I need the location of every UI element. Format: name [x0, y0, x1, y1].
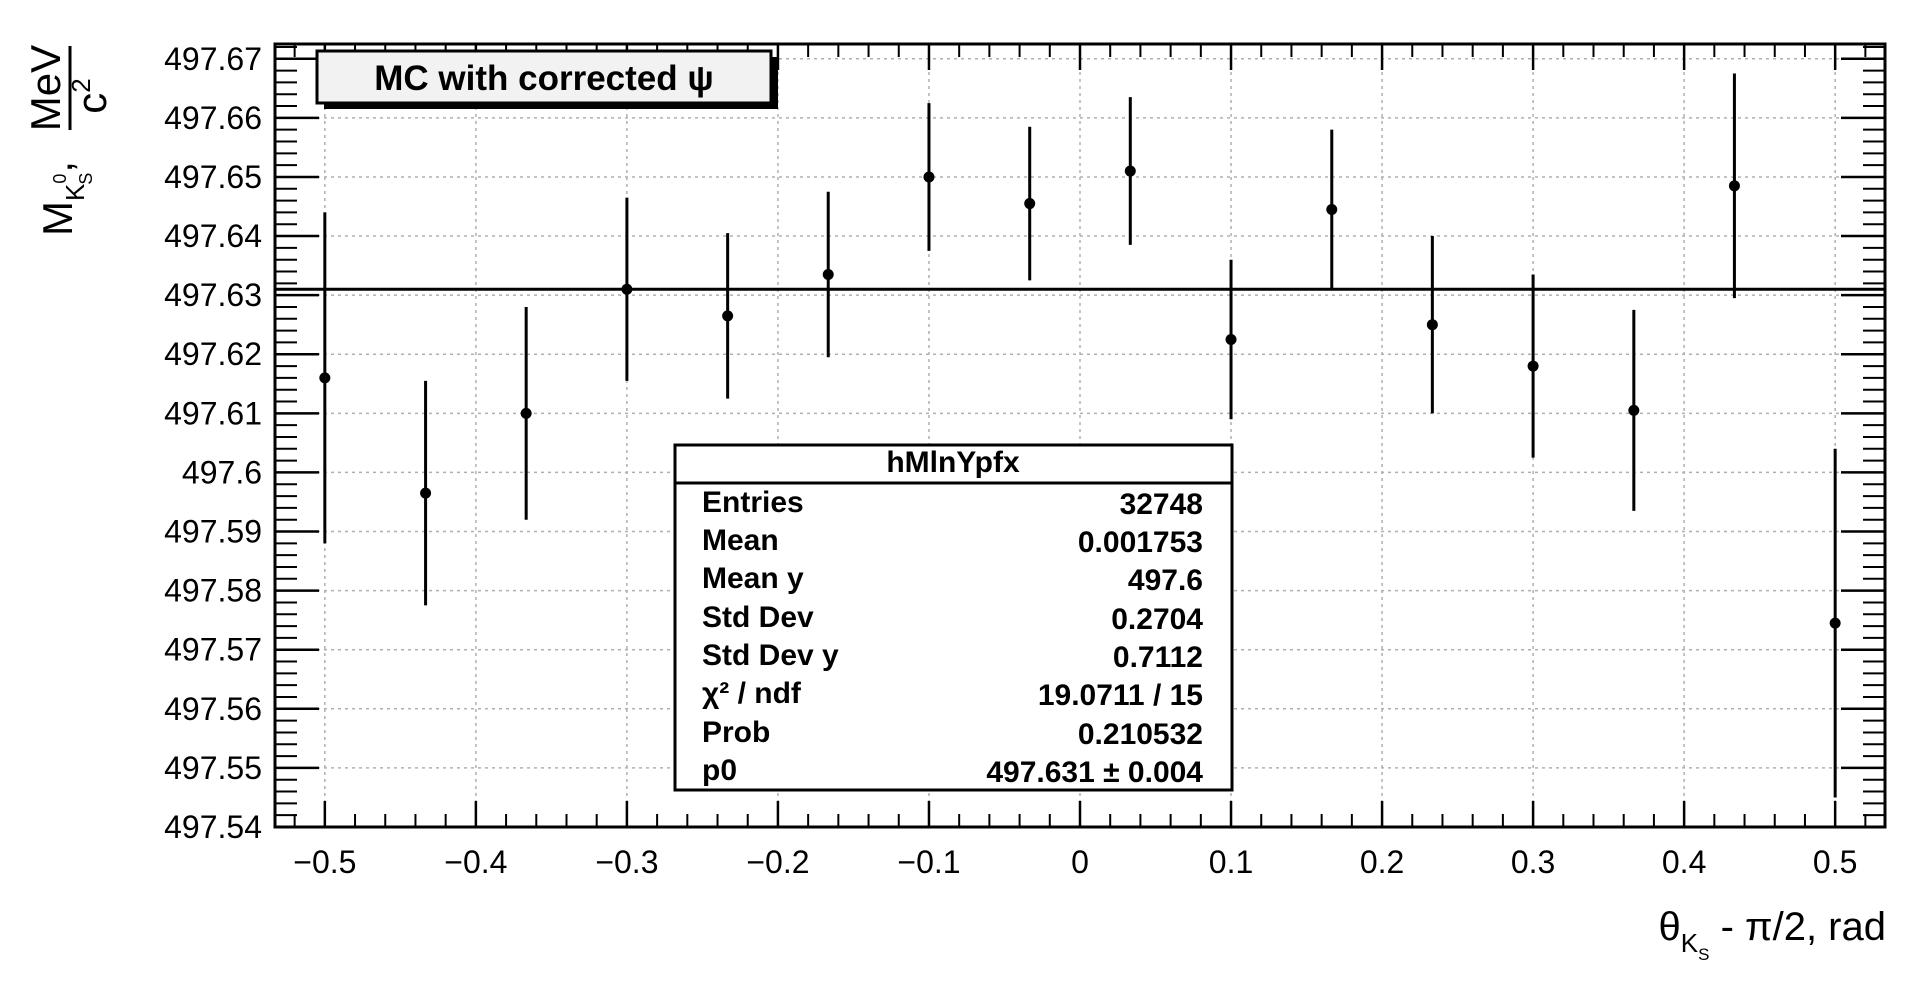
- data-point: [520, 306, 532, 520]
- stats-row-label: Prob: [702, 716, 770, 749]
- y-tick-label: 497.61: [164, 395, 262, 431]
- stats-row-value: 0.7112: [1113, 641, 1203, 674]
- point-marker: [1426, 319, 1438, 331]
- y-tick-labels: 497.54 497.55 497.56 497.57 497.58 497.59 497.…: [164, 41, 262, 845]
- title-box: MC with corrected ψ: [315, 49, 778, 109]
- x-axis-rest: - π/2, rad: [1709, 905, 1886, 949]
- y-tick-label: 497.65: [164, 159, 262, 195]
- x-tick-label: −0.4: [444, 844, 507, 880]
- y-tick-label: 497.56: [164, 691, 262, 727]
- y-tick-label: 497.54: [164, 809, 262, 845]
- x-axis-sub-s: S: [1698, 945, 1709, 964]
- data-point: [722, 233, 734, 399]
- x-tick-label: −0.5: [293, 844, 356, 880]
- y-axis-unit-den-sup: 2: [66, 78, 96, 92]
- y-axis-sub-sub: S: [76, 173, 96, 185]
- x-tick-label: −0.1: [897, 844, 960, 880]
- y-axis-unit-den: c: [68, 93, 115, 114]
- data-point: [1829, 448, 1841, 798]
- y-tick-label: 497.62: [164, 336, 262, 372]
- x-tick-label: 0.5: [1813, 844, 1857, 880]
- x-axis-sub-k: K: [1681, 928, 1699, 958]
- point-marker: [1728, 180, 1740, 192]
- stats-row-value: 32748: [1120, 488, 1203, 521]
- data-point: [923, 103, 935, 251]
- x-tick-label: −0.3: [595, 844, 658, 880]
- y-tick-label: 497.67: [164, 41, 262, 77]
- data-point: [1124, 97, 1136, 245]
- y-tick-label: 497.58: [164, 573, 262, 609]
- stats-row-label: Std Dev y: [702, 639, 839, 672]
- stats-row-label: Std Dev: [702, 601, 814, 634]
- y-axis-m: M: [34, 201, 81, 236]
- y-tick-label: 497.57: [164, 632, 262, 668]
- y-axis-sub-sup: 0: [50, 174, 70, 184]
- chart-title: MC with corrected ψ: [374, 59, 713, 98]
- point-marker: [1829, 617, 1841, 629]
- data-point: [1024, 126, 1036, 281]
- point-marker: [1225, 333, 1237, 345]
- x-tick-label: 0: [1071, 844, 1089, 880]
- y-axis-sub-k: K: [60, 183, 90, 201]
- data-points: [319, 73, 1841, 798]
- data-point: [1225, 259, 1237, 420]
- data-point: [1527, 274, 1539, 458]
- point-marker: [1527, 360, 1539, 372]
- data-point: [1426, 236, 1438, 414]
- y-axis-comma: ,: [34, 161, 81, 173]
- point-marker: [319, 372, 331, 384]
- stats-box: hMlnYpfx Entries 32748 Mean 0.001753 Mean y 4…: [673, 443, 1234, 792]
- stats-row-value: 0.2704: [1111, 603, 1203, 636]
- y-tick-label: 497.63: [164, 277, 262, 313]
- x-tick-label: 0.2: [1360, 844, 1404, 880]
- stats-row-value: 0.001753: [1078, 526, 1203, 559]
- point-marker: [520, 407, 532, 419]
- data-point: [822, 191, 834, 358]
- y-tick-label: 497.59: [164, 514, 262, 550]
- data-point: [1326, 129, 1338, 290]
- data-point: [621, 197, 633, 381]
- point-marker: [1326, 203, 1338, 215]
- svg-text:c2: c2: [66, 78, 115, 113]
- stats-row-label: p0: [702, 754, 737, 787]
- y-tick-label: 497.64: [164, 218, 262, 254]
- stats-row-label: Mean y: [702, 562, 804, 595]
- x-tick-labels: −0.5 −0.4 −0.3 −0.2 −0.1 0 0.1 0.2 0.3 0.4 0.5: [293, 844, 1857, 880]
- point-marker: [1628, 404, 1640, 416]
- x-axis-theta: θ: [1659, 905, 1681, 949]
- data-point: [319, 212, 331, 544]
- point-marker: [1024, 198, 1036, 210]
- stats-row-label: Mean: [702, 524, 779, 557]
- stats-row-value: 0.210532: [1078, 718, 1203, 751]
- point-marker: [1124, 165, 1136, 177]
- x-axis-title: θKS - π/2, rad: [1659, 905, 1886, 964]
- point-marker: [722, 310, 734, 322]
- x-tick-label: 0.1: [1209, 844, 1253, 880]
- y-tick-label: 497.66: [164, 100, 262, 136]
- point-marker: [923, 171, 935, 183]
- y-axis-unit-num: MeV: [22, 45, 69, 131]
- point-marker: [420, 487, 432, 499]
- point-marker: [621, 283, 633, 295]
- stats-title: hMlnYpfx: [886, 446, 1020, 479]
- x-tick-label: 0.4: [1662, 844, 1706, 880]
- x-tick-label: −0.2: [746, 844, 809, 880]
- plot-frame: [273, 42, 1887, 829]
- y-tick-label: 497.6: [182, 454, 262, 490]
- data-point: [420, 380, 432, 606]
- y-axis-title: MK0 S, MeV c2: [22, 45, 115, 236]
- stats-row-value: 497.6: [1128, 564, 1203, 597]
- point-marker: [822, 268, 834, 280]
- stats-row-label: Entries: [702, 486, 804, 519]
- data-point: [1628, 309, 1640, 511]
- data-point: [1728, 73, 1740, 299]
- y-tick-label: 497.55: [164, 750, 262, 786]
- x-tick-label: 0.3: [1511, 844, 1555, 880]
- stats-row-value: 19.0711 / 15: [1038, 679, 1203, 712]
- stats-row-label: χ² / ndf: [702, 677, 802, 710]
- stats-row-value: 497.631 ± 0.004: [986, 756, 1203, 789]
